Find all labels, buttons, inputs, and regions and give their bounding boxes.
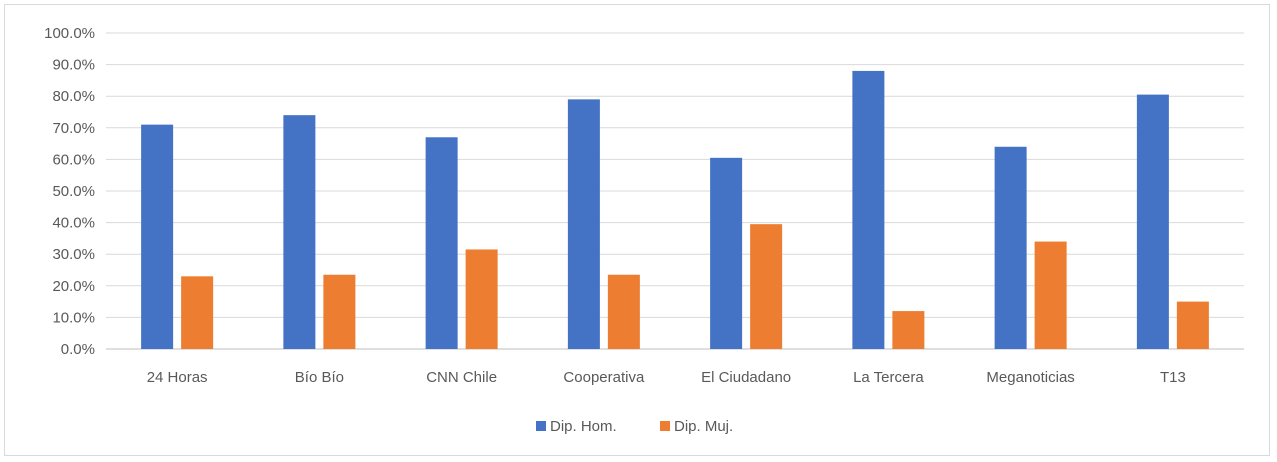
x-tick-label: Cooperativa: [563, 369, 645, 386]
y-tick-label: 40.0%: [52, 215, 95, 232]
bars: [141, 70, 1209, 350]
x-tick-label: Bío Bío: [295, 369, 344, 386]
bar-dip-hom: [994, 146, 1027, 349]
bar-dip-hom: [1136, 94, 1169, 350]
bar-dip-hom: [425, 137, 458, 349]
legend: Dip. Hom. Dip. Muj.: [536, 418, 733, 435]
bar-dip-muj: [750, 224, 783, 349]
x-tick-label: La Tercera: [853, 369, 924, 386]
y-tick-label: 0.0%: [61, 341, 95, 358]
x-tick-label: CNN Chile: [426, 369, 497, 386]
bar-dip-muj: [1176, 301, 1209, 349]
chart-frame: [4, 4, 1270, 456]
bar-dip-hom: [710, 157, 743, 349]
y-tick-label: 50.0%: [52, 183, 95, 200]
y-tick-label: 10.0%: [52, 309, 95, 326]
bar-dip-hom: [141, 124, 174, 349]
bar-dip-hom: [852, 70, 885, 350]
legend-label-dip-muj: Dip. Muj.: [674, 418, 733, 435]
y-axis-ticks: 0.0% 10.0% 20.0% 30.0% 40.0% 50.0% 60.0% 70.0% 8…: [44, 25, 95, 358]
bar-dip-muj: [607, 274, 640, 349]
gridlines: [106, 32, 1244, 350]
bar-dip-muj: [1034, 241, 1067, 349]
y-tick-label: 60.0%: [52, 151, 95, 168]
y-tick-label: 100.0%: [44, 25, 95, 42]
y-tick-label: 30.0%: [52, 246, 95, 263]
y-tick-label: 90.0%: [52, 57, 95, 74]
bar-dip-muj: [465, 249, 498, 349]
x-tick-label: 24 Horas: [147, 369, 208, 386]
y-tick-label: 70.0%: [52, 120, 95, 137]
legend-swatch-dip-hom: [536, 421, 546, 431]
bar-dip-hom: [567, 99, 600, 349]
bar-dip-hom: [283, 115, 316, 349]
bar-dip-muj: [892, 311, 925, 349]
bar-dip-muj: [181, 276, 214, 349]
bar-dip-muj: [323, 274, 356, 349]
x-tick-label: T13: [1160, 369, 1186, 386]
x-tick-label: Meganoticias: [986, 369, 1074, 386]
y-tick-label: 20.0%: [52, 278, 95, 295]
x-axis-ticks: 24 Horas Bío Bío CNN Chile Cooperativa El Ci…: [147, 369, 1186, 386]
legend-label-dip-hom: Dip. Hom.: [550, 418, 617, 435]
y-tick-label: 80.0%: [52, 88, 95, 105]
legend-swatch-dip-muj: [660, 421, 670, 431]
x-tick-label: El Ciudadano: [701, 369, 791, 386]
